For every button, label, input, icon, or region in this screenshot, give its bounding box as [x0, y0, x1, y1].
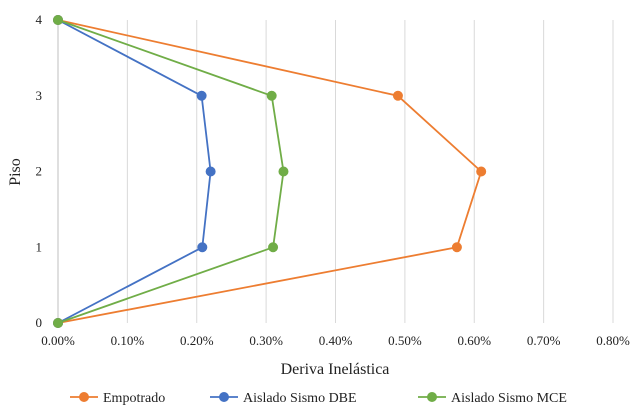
legend-marker [79, 392, 89, 402]
series-line [57, 19, 285, 324]
legend: Empotrado Aislado Sismo DBE Aislado Sismo … [70, 391, 567, 406]
legend-label: Aislado Sismo DBE [243, 391, 357, 406]
y-tick-label: 2 [36, 164, 43, 179]
data-point [268, 242, 279, 253]
x-tick-label: 0.30% [249, 333, 283, 348]
series-group [53, 15, 487, 328]
grid [126, 20, 614, 323]
data-point [266, 90, 277, 101]
data-point [196, 90, 207, 101]
y-tick-label: 0 [36, 315, 43, 330]
x-tick-label: 0.20% [180, 333, 214, 348]
data-point [278, 166, 289, 177]
data-point [197, 242, 208, 253]
x-axis-title: Deriva Inelástica [281, 361, 390, 378]
legend-marker [219, 392, 229, 402]
x-tick-label: 0.10% [111, 333, 145, 348]
legend-item: Empotrado [70, 391, 165, 406]
legend-marker [427, 392, 437, 402]
y-tick-label: 4 [36, 12, 43, 27]
data-point [53, 318, 63, 328]
legend-label: Aislado Sismo MCE [451, 391, 567, 406]
legend-item: Aislado Sismo DBE [210, 391, 357, 406]
legend-label: Empotrado [103, 391, 165, 406]
data-point [476, 166, 487, 177]
x-tick-label: 0.70% [527, 333, 561, 348]
legend-item: Aislado Sismo MCE [418, 391, 567, 406]
data-point [205, 166, 216, 177]
y-axis-title: Piso [7, 158, 24, 186]
data-point [392, 90, 403, 101]
series-line [57, 19, 483, 324]
x-tick-label: 0.60% [457, 333, 491, 348]
x-tick-label: 0.80% [596, 333, 630, 348]
y-tick-label: 1 [36, 239, 43, 254]
series-0 [53, 15, 487, 328]
data-point [451, 242, 462, 253]
x-tick-label: 0.40% [319, 333, 353, 348]
y-tick-label: 3 [36, 88, 43, 103]
data-point [53, 15, 63, 25]
x-tick-label: 0.00% [41, 333, 75, 348]
series-2 [53, 15, 289, 328]
tick-labels: 0.00% 0.10% 0.20% 0.30% 0.40% 0.50% 0.60% 0.70%… [36, 12, 630, 348]
series-1 [53, 15, 216, 328]
x-tick-label: 0.50% [388, 333, 422, 348]
